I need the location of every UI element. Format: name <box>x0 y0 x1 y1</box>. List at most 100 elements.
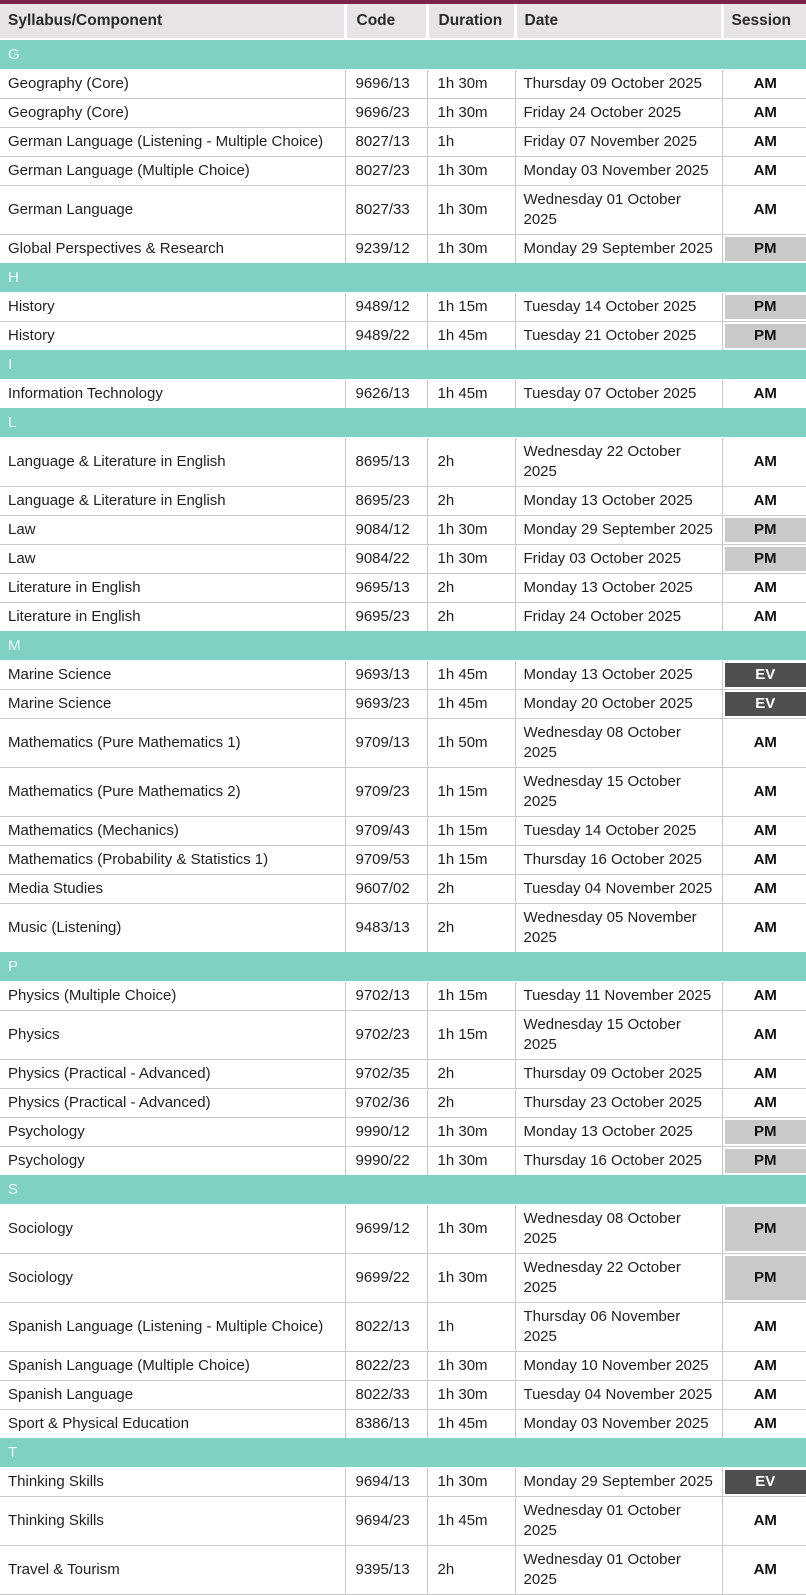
session-cell: AM <box>722 380 806 409</box>
duration-cell: 1h 30m <box>427 235 515 264</box>
session-cell: AM <box>722 70 806 99</box>
duration-cell: 1h 30m <box>427 545 515 574</box>
date-cell: Wednesday 15 October 2025 <box>515 1011 722 1060</box>
date-cell: Friday 24 October 2025 <box>515 603 722 632</box>
session-cell: PM <box>722 1147 806 1176</box>
section-header-row: G <box>0 39 806 70</box>
duration-cell: 1h 15m <box>427 293 515 322</box>
date-cell: Tuesday 14 October 2025 <box>515 817 722 846</box>
code-cell: 8695/23 <box>345 487 427 516</box>
session-badge: PM <box>725 237 806 261</box>
session-cell: AM <box>722 982 806 1011</box>
session-badge: AM <box>725 819 806 843</box>
session-cell: EV <box>722 661 806 690</box>
date-cell: Thursday 09 October 2025 <box>515 70 722 99</box>
session-cell: AM <box>722 1352 806 1381</box>
session-badge: PM <box>725 547 806 571</box>
syllabus-cell: Language & Literature in English <box>0 438 345 487</box>
session-cell: AM <box>722 487 806 516</box>
code-cell: 9702/35 <box>345 1060 427 1089</box>
syllabus-cell: Travel & Tourism <box>0 1546 345 1595</box>
date-cell: Wednesday 15 October 2025 <box>515 768 722 817</box>
duration-cell: 2h <box>427 603 515 632</box>
session-cell: AM <box>722 817 806 846</box>
session-badge: AM <box>725 1013 806 1057</box>
duration-cell: 2h <box>427 574 515 603</box>
syllabus-cell: Sociology <box>0 1254 345 1303</box>
col-header-code: Code <box>345 2 427 39</box>
code-cell: 9702/13 <box>345 982 427 1011</box>
code-cell: 9699/12 <box>345 1205 427 1254</box>
session-badge: AM <box>725 489 806 513</box>
session-cell: AM <box>722 875 806 904</box>
duration-cell: 1h 30m <box>427 1254 515 1303</box>
date-cell: Wednesday 22 October 2025 <box>515 1254 722 1303</box>
date-cell: Wednesday 01 October 2025 <box>515 186 722 235</box>
session-badge: AM <box>725 1499 806 1543</box>
syllabus-cell: Psychology <box>0 1118 345 1147</box>
syllabus-cell: Geography (Core) <box>0 99 345 128</box>
session-cell: PM <box>722 235 806 264</box>
code-cell: 9483/13 <box>345 904 427 953</box>
session-badge: AM <box>725 1412 806 1436</box>
table-row: German Language (Listening - Multiple Ch… <box>0 128 806 157</box>
code-cell: 9695/23 <box>345 603 427 632</box>
date-cell: Monday 03 November 2025 <box>515 157 722 186</box>
session-badge: EV <box>725 663 806 687</box>
section-header-row: P <box>0 952 806 982</box>
syllabus-cell: Language & Literature in English <box>0 487 345 516</box>
code-cell: 9395/13 <box>345 1546 427 1595</box>
section-letter: P <box>0 952 806 982</box>
session-badge: PM <box>725 1207 806 1251</box>
duration-cell: 1h 30m <box>427 99 515 128</box>
syllabus-cell: Information Technology <box>0 380 345 409</box>
section-header-row: S <box>0 1175 806 1205</box>
code-cell: 9489/22 <box>345 322 427 351</box>
session-cell: AM <box>722 99 806 128</box>
syllabus-cell: History <box>0 322 345 351</box>
syllabus-cell: Marine Science <box>0 661 345 690</box>
session-cell: AM <box>722 1011 806 1060</box>
session-cell: EV <box>722 1468 806 1497</box>
code-cell: 8027/33 <box>345 186 427 235</box>
date-cell: Friday 24 October 2025 <box>515 99 722 128</box>
session-badge: AM <box>725 906 806 950</box>
session-cell: AM <box>722 904 806 953</box>
session-cell: PM <box>722 293 806 322</box>
session-badge: AM <box>725 130 806 154</box>
col-header-date: Date <box>515 2 722 39</box>
session-cell: PM <box>722 322 806 351</box>
duration-cell: 1h 15m <box>427 768 515 817</box>
code-cell: 9702/36 <box>345 1089 427 1118</box>
session-badge: AM <box>725 1091 806 1115</box>
date-cell: Monday 20 October 2025 <box>515 690 722 719</box>
code-cell: 8022/23 <box>345 1352 427 1381</box>
duration-cell: 2h <box>427 904 515 953</box>
syllabus-cell: Mathematics (Pure Mathematics 1) <box>0 719 345 768</box>
code-cell: 8695/13 <box>345 438 427 487</box>
session-cell: AM <box>722 1060 806 1089</box>
table-row: Spanish Language (Multiple Choice)8022/2… <box>0 1352 806 1381</box>
table-row: German Language (Multiple Choice)8027/23… <box>0 157 806 186</box>
session-badge: AM <box>725 72 806 96</box>
code-cell: 9607/02 <box>345 875 427 904</box>
code-cell: 9084/12 <box>345 516 427 545</box>
syllabus-cell: German Language (Listening - Multiple Ch… <box>0 128 345 157</box>
code-cell: 9709/23 <box>345 768 427 817</box>
section-header-row: M <box>0 631 806 661</box>
code-cell: 9696/23 <box>345 99 427 128</box>
duration-cell: 1h 50m <box>427 719 515 768</box>
code-cell: 9626/13 <box>345 380 427 409</box>
